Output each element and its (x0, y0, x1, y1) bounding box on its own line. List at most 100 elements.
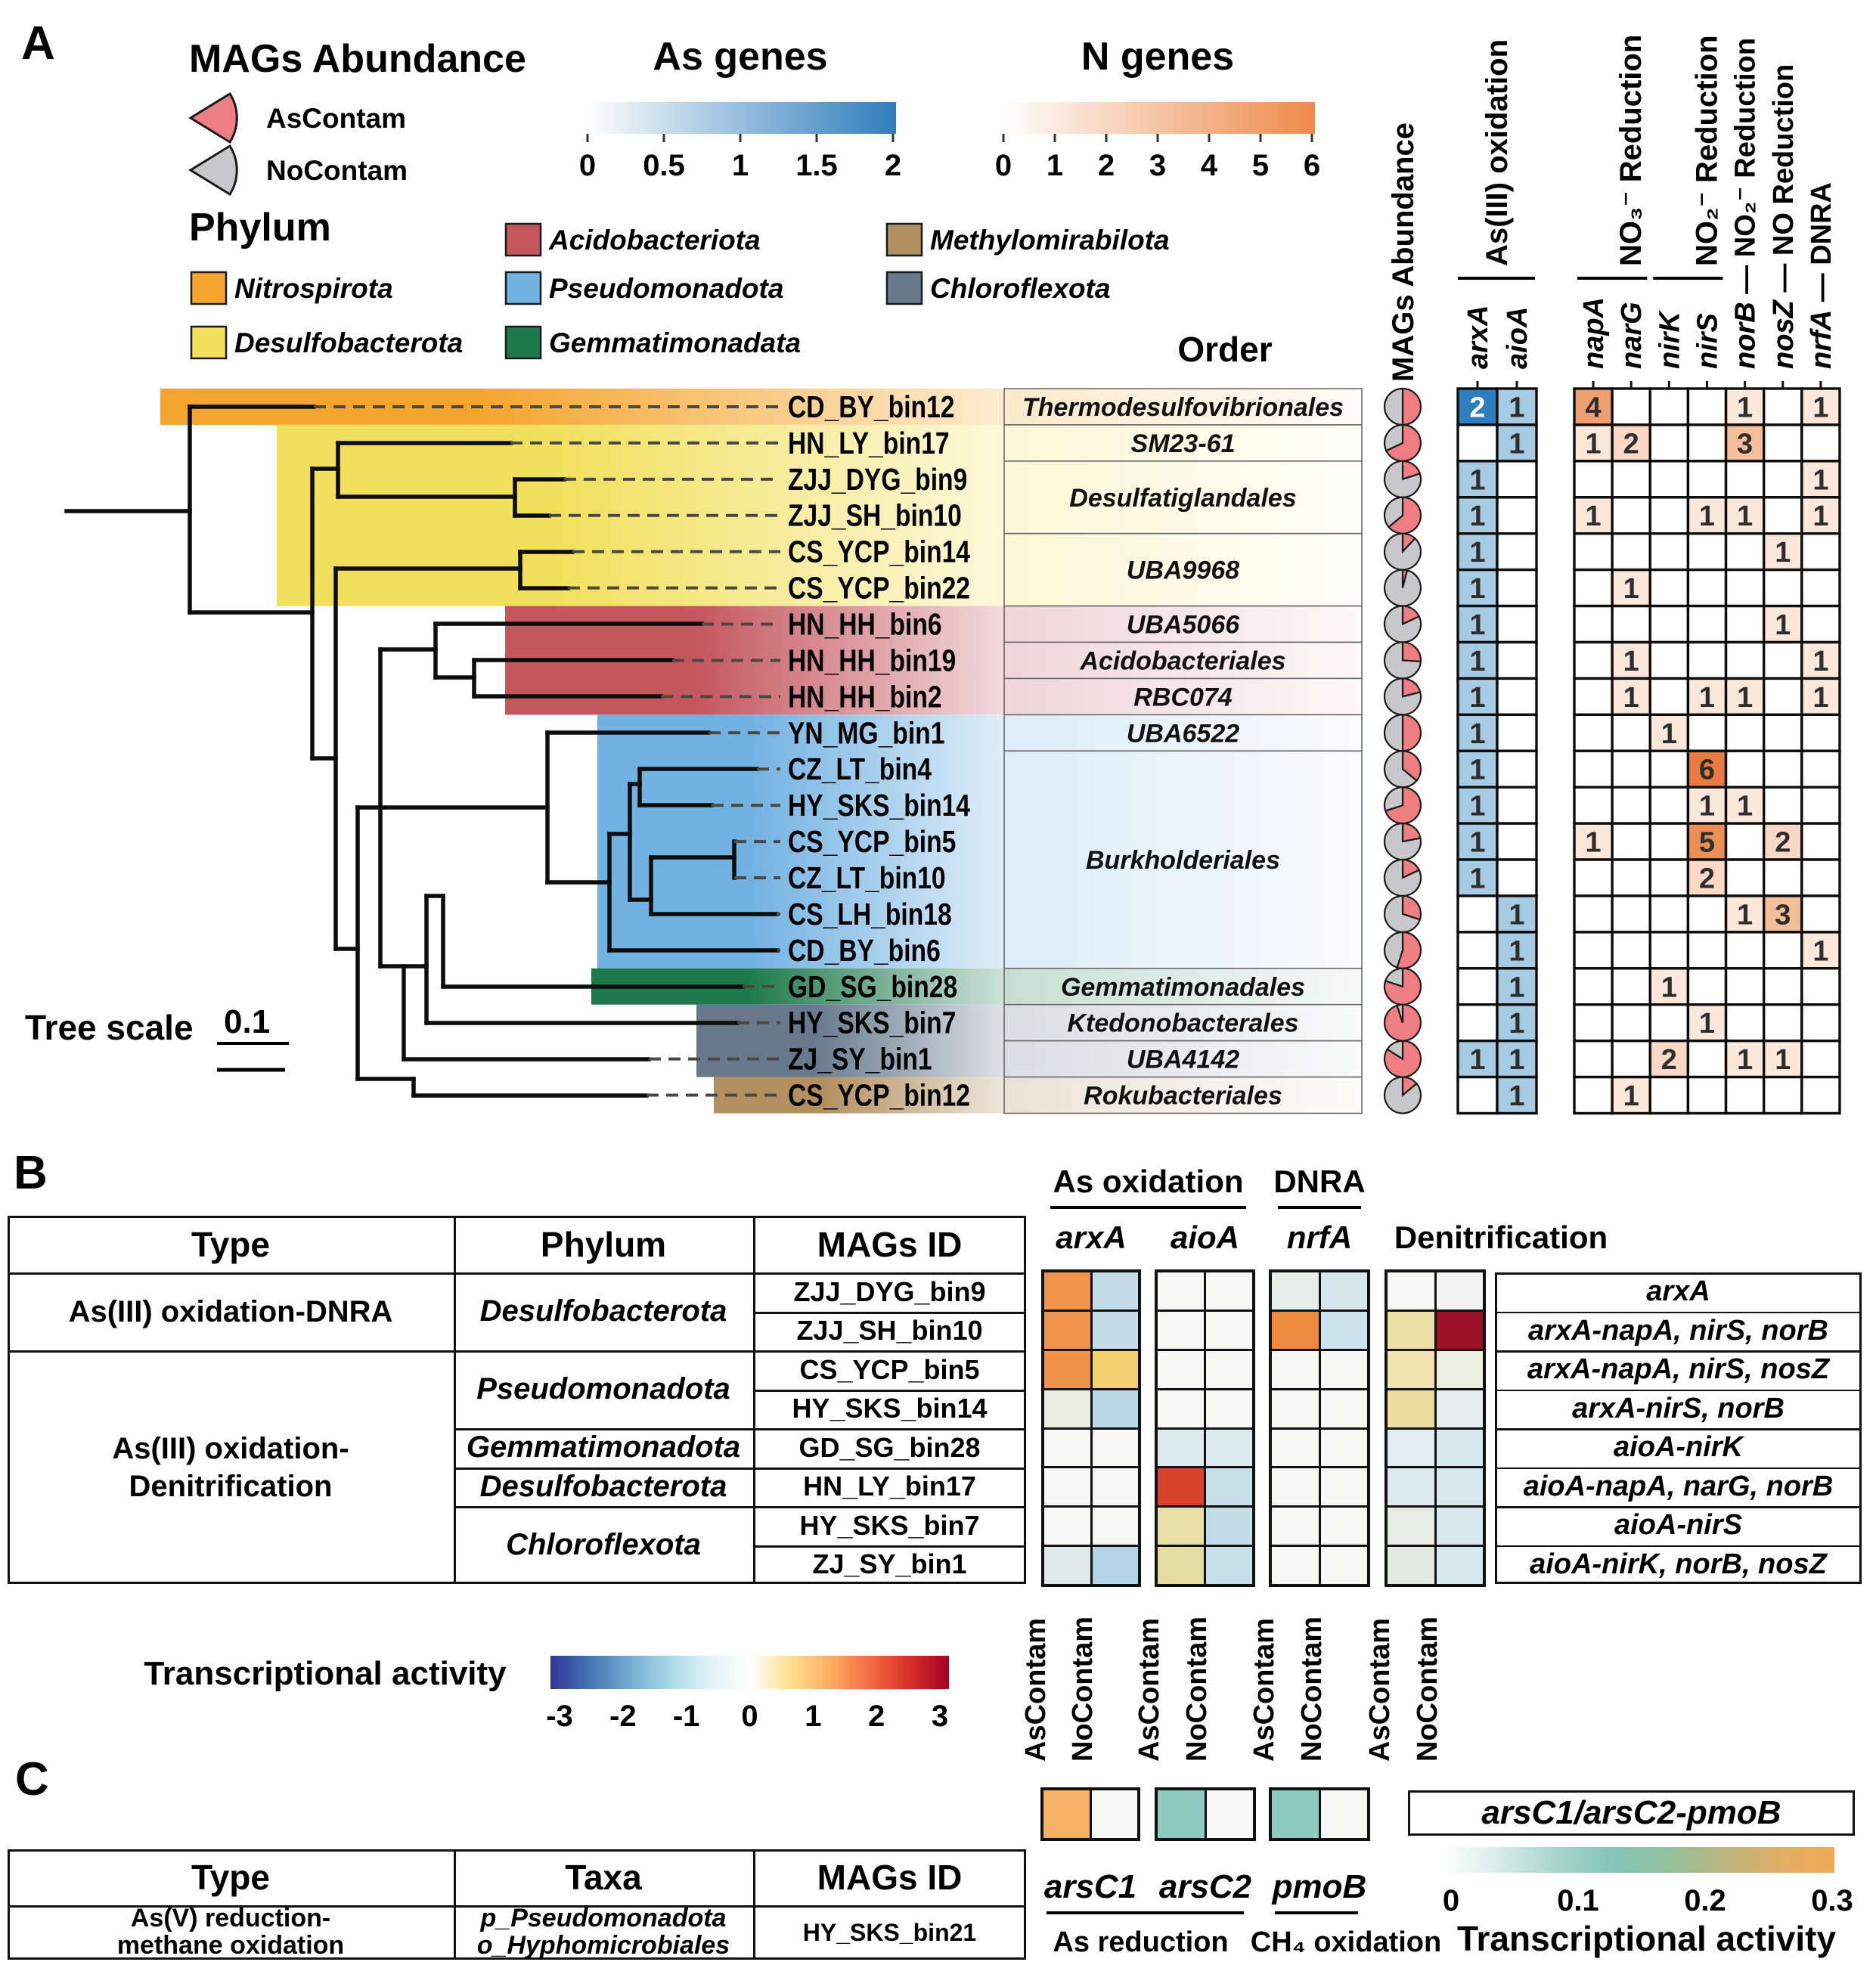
heat-cell (1496, 677, 1538, 717)
b-table-frame (8, 1216, 1026, 1584)
heat-cell (1496, 640, 1538, 680)
b-phylum-cell: Pseudomonadota (476, 1372, 730, 1406)
b-mags-id: HY_SKS_bin7 (799, 1509, 980, 1541)
tip-label: HN_HH_bin6 (788, 607, 942, 642)
order-label: Gemmatimonadales (1061, 973, 1305, 1002)
clade-band-desulfobacterota (277, 424, 1004, 606)
b-heat-cell (1272, 1429, 1319, 1467)
heat-cell (1648, 967, 1690, 1006)
n-genes-tick-label: 0 (995, 149, 1012, 182)
heat-cell (1648, 1003, 1690, 1043)
heat-cell-value: 1 (1469, 573, 1485, 605)
heat-cell (1496, 1075, 1538, 1115)
b-mags-id: CS_YCP_bin5 (799, 1353, 980, 1385)
b-table-vline (454, 1216, 456, 1584)
tip-label: ZJJ_SH_bin10 (788, 498, 962, 533)
heat-cell (1800, 1039, 1841, 1079)
b-mags-line (753, 1389, 1026, 1392)
order-label: Burkholderiales (1086, 846, 1280, 875)
as-col-label: aioA (1502, 307, 1533, 369)
heat-cell-value: 1 (1623, 573, 1639, 605)
tip-label: YN_MG_bin1 (788, 715, 944, 750)
b-combo-label: arxA-napA, nirS, nosZ (1527, 1353, 1830, 1386)
b-col-label: NoContam (1067, 1616, 1099, 1762)
heat-cell (1762, 677, 1803, 717)
tip-label: CD_BY_bin12 (788, 389, 955, 424)
abundance-pie-ascontam (1401, 387, 1422, 426)
heat-cell (1724, 967, 1766, 1006)
heat-cell (1573, 532, 1614, 572)
heat-cell (1686, 387, 1728, 426)
heat-cell-value: 2 (1775, 827, 1791, 859)
n-col-label: nosZ (1768, 299, 1800, 369)
heat-cell-value: 1 (1812, 682, 1828, 714)
heat-cell (1724, 822, 1766, 861)
b-heat-cell (1092, 1311, 1138, 1349)
heat-cell (1573, 496, 1614, 535)
b-heat-cell (1436, 1547, 1483, 1584)
heat-cell (1686, 604, 1728, 644)
b-heat-cell (1092, 1429, 1138, 1467)
heat-cell (1800, 894, 1841, 934)
order-label: UBA9968 (1127, 556, 1239, 585)
heat-cell (1496, 1039, 1538, 1079)
order-cell (1003, 532, 1363, 607)
heat-cell-value: 1 (1737, 501, 1753, 532)
b-colorbar-tick: 0 (741, 1700, 758, 1733)
heat-cell (1496, 858, 1538, 897)
heat-cell (1496, 822, 1538, 861)
b-heat-cell (1320, 1311, 1367, 1349)
b-heat-cell (1320, 1429, 1367, 1467)
b-type-cell: As(III) oxidation-DNRA (68, 1294, 393, 1328)
b-heat-cell (1206, 1468, 1252, 1506)
heat-cell (1648, 858, 1690, 897)
heat-cell (1496, 894, 1538, 934)
b-phylum-line (454, 1467, 753, 1470)
b-combo-line (1495, 1506, 1862, 1508)
b-heat-cell (1206, 1429, 1252, 1467)
heat-cell-value: 1 (1469, 863, 1485, 894)
b-heat-cell (1158, 1547, 1204, 1584)
heat-cell (1724, 496, 1766, 535)
b-combo-label: arxA-nirS, norB (1572, 1392, 1785, 1424)
tip-label: ZJJ_DYG_bin9 (788, 462, 967, 497)
b-heat-cell (1044, 1272, 1090, 1309)
heat-cell (1456, 532, 1499, 572)
n-group-label: NO₃⁻ Reduction (1614, 35, 1648, 266)
order-label: UBA6522 (1127, 719, 1239, 748)
b-mags-id: ZJJ_DYG_bin9 (793, 1275, 986, 1307)
heat-cell-value: 1 (1469, 791, 1485, 823)
phylum-swatch (190, 271, 228, 305)
heat-cell (1573, 713, 1614, 752)
b-col-label: NoContam (1411, 1616, 1443, 1762)
heat-cell-value: 1 (1812, 392, 1828, 423)
b-heat-cell (1158, 1311, 1204, 1349)
heat-cell (1496, 604, 1538, 644)
heat-cell (1800, 423, 1841, 463)
b-heat-cell (1388, 1547, 1434, 1584)
heat-cell-value: 1 (1775, 609, 1791, 641)
heat-cell (1686, 713, 1728, 752)
b-denit-header: Denitrification (1394, 1220, 1608, 1255)
heat-cell (1496, 713, 1538, 752)
b-phylum-line (454, 1428, 753, 1430)
heat-cell (1456, 931, 1499, 970)
b-heat-cell (1206, 1547, 1252, 1584)
abundance-pie-nocontam (1383, 894, 1422, 933)
b-combo-label: aioA-nirK (1614, 1431, 1743, 1464)
order-cell (1003, 605, 1363, 643)
c-colorbar (1442, 1847, 1834, 1873)
phylum-swatch (504, 222, 542, 257)
c-block-gene-label: pmoB (1272, 1868, 1367, 1905)
heat-cell (1724, 931, 1766, 970)
b-heat-cell (1388, 1272, 1434, 1309)
order-cell (1003, 1040, 1363, 1078)
heat-cell (1800, 931, 1841, 970)
b-combo-frame (1495, 1272, 1862, 1584)
heat-cell-value: 1 (1469, 718, 1485, 750)
as-genes-title: As genes (653, 35, 827, 79)
heat-cell-value: 1 (1509, 935, 1524, 967)
b-heat-cell (1044, 1508, 1090, 1545)
heat-cell-value: 1 (1623, 1080, 1639, 1112)
abundance-wedge-icon (188, 144, 238, 197)
